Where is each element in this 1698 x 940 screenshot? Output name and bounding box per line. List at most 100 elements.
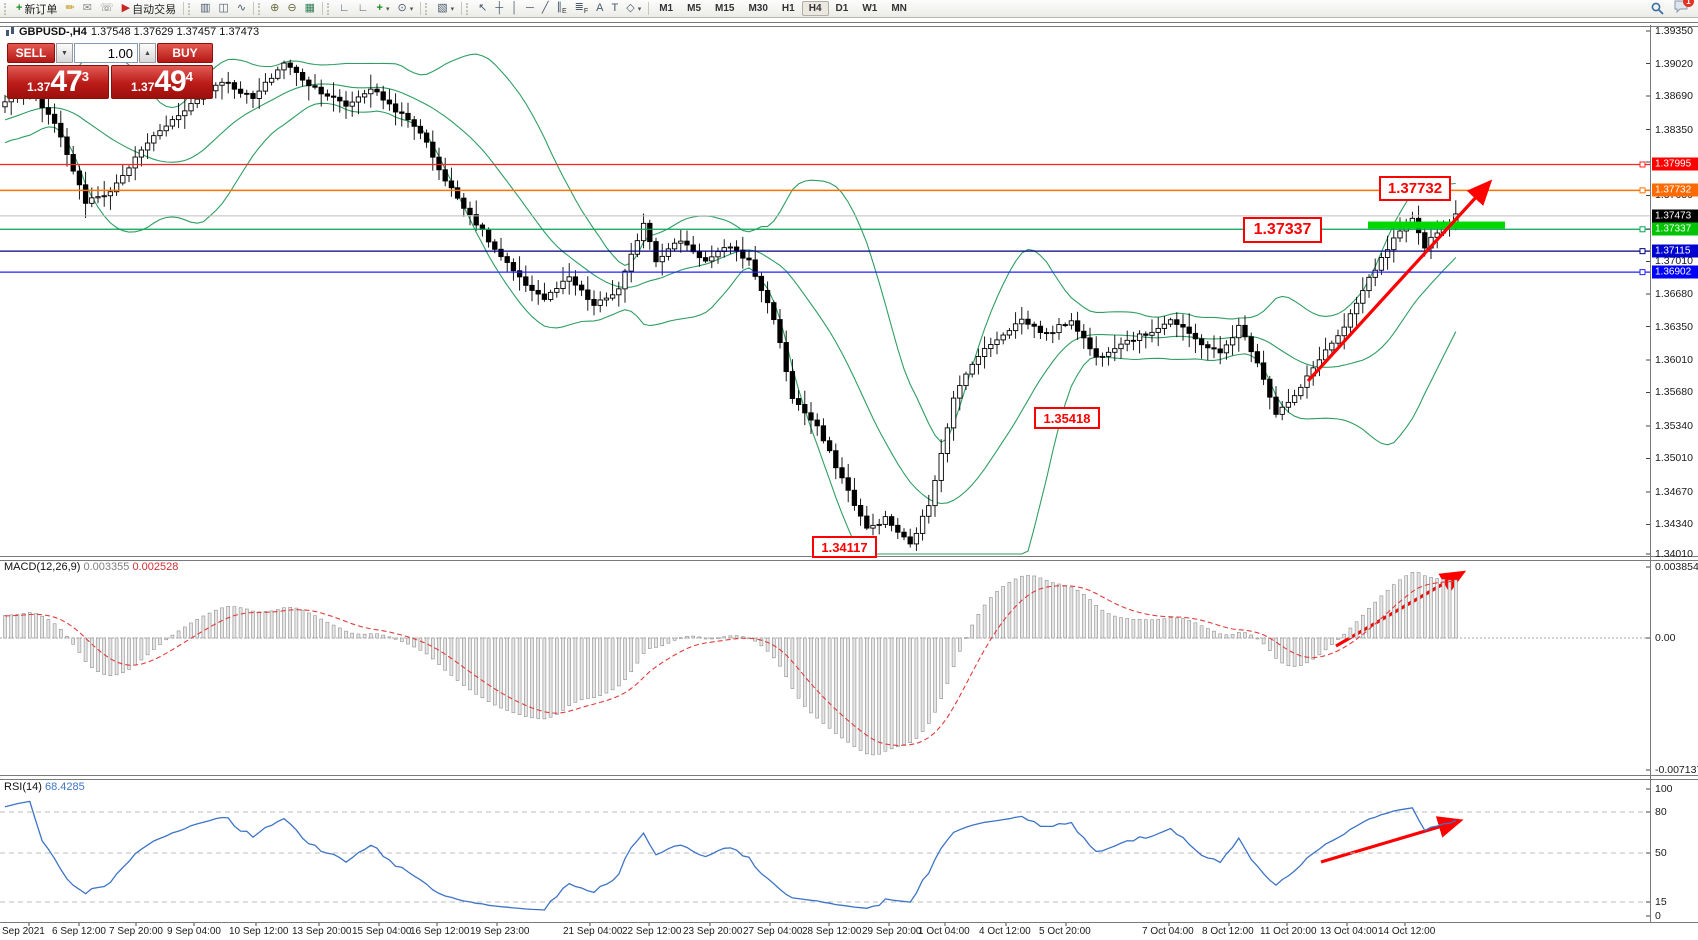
candle — [361, 93, 368, 98]
timeframe-D1[interactable]: D1 — [835, 3, 849, 14]
timeframe-H4[interactable]: H4 — [801, 1, 829, 16]
horizontal-line-button[interactable]: ─ — [522, 0, 538, 17]
candle — [1279, 406, 1285, 415]
buy-price-button[interactable]: 1.37 49 4 — [111, 65, 213, 99]
timeframe-H1[interactable]: H1 — [781, 3, 795, 14]
zoom-out-button[interactable]: ⊖ — [283, 0, 300, 17]
volume-input[interactable] — [74, 43, 138, 63]
trend-arrow-3[interactable] — [1320, 816, 1464, 864]
macd-bar — [778, 637, 782, 667]
support-zone[interactable] — [1368, 221, 1505, 229]
zoom-in-button[interactable]: ⊕ — [266, 0, 283, 17]
macd-bar — [294, 607, 299, 639]
cursor-button[interactable]: ↖ — [474, 0, 491, 17]
indicator-window-button[interactable]: ∟ — [335, 0, 354, 17]
volume-increase-button[interactable]: ▲ — [139, 43, 156, 63]
alerts-button[interactable]: ☏ — [96, 0, 118, 17]
timeframe-M5[interactable]: M5 — [687, 3, 702, 14]
candle — [950, 397, 957, 429]
new-order-button[interactable]: + 新订单 — [12, 0, 61, 17]
macd-bar — [127, 637, 131, 670]
price-annotation-1.37732[interactable]: 1.37732 — [1379, 176, 1451, 201]
chart-template-button[interactable]: ▧ ▾ — [433, 0, 458, 17]
sell-price-button[interactable]: 1.37 47 3 — [7, 65, 109, 99]
symbol-quotes: 1.37548 1.37629 1.37457 1.37473 — [90, 26, 260, 38]
macd-bar — [827, 637, 832, 729]
bar-chart-button[interactable]: ▥ — [196, 0, 214, 17]
candle — [182, 110, 188, 117]
candle — [1050, 332, 1056, 335]
crosshair-icon: ┼ — [495, 2, 504, 14]
buy-button[interactable]: BUY — [157, 43, 213, 63]
autotrading-button[interactable]: ▶ 自动交易 — [118, 0, 180, 17]
macd-bar — [282, 607, 286, 639]
candle — [138, 149, 145, 158]
fibonacci-button[interactable]: ≣F — [571, 0, 593, 17]
channel-button[interactable]: ∥E — [552, 0, 570, 17]
tile-windows-button[interactable]: ▦ — [301, 0, 319, 17]
timeframe-M30[interactable]: M30 — [748, 3, 768, 14]
candle — [399, 111, 405, 114]
candle — [1347, 313, 1354, 328]
macd-bar — [15, 613, 20, 639]
macd-bar — [716, 637, 720, 640]
candle — [1056, 324, 1062, 334]
macd-bar — [722, 636, 727, 639]
macd-bar — [300, 609, 305, 639]
rsi-separator[interactable] — [0, 775, 1698, 780]
macd-bar — [90, 637, 94, 668]
macd-bar — [133, 637, 137, 666]
styler-button[interactable]: ✏ — [61, 0, 78, 17]
macd-bar — [1385, 589, 1390, 639]
vertical-line-button[interactable]: │ — [507, 0, 522, 17]
macd-bar — [530, 637, 534, 719]
timeframe-M15[interactable]: M15 — [715, 3, 735, 14]
profile-button[interactable]: ✉ — [79, 0, 96, 17]
candle — [640, 222, 647, 242]
price-annotation-1.34117[interactable]: 1.34117 — [812, 536, 877, 558]
macd-bar — [406, 637, 410, 645]
dropdown-caret-icon: ▾ — [409, 5, 414, 13]
candle — [628, 253, 634, 272]
add-object-icon: + — [376, 2, 383, 14]
timeframe-W1[interactable]: W1 — [862, 3, 878, 14]
toolbar-grip — [4, 2, 9, 15]
candle — [306, 79, 312, 87]
price-annotation-1.37337[interactable]: 1.37337 — [1243, 217, 1322, 243]
timeframe-M1[interactable]: M1 — [659, 3, 674, 14]
zoom-out-icon: ⊖ — [287, 2, 297, 14]
timeframe-MN[interactable]: MN — [891, 3, 907, 14]
trendline-button[interactable]: ╱ — [538, 0, 553, 17]
candle — [281, 62, 287, 71]
price-annotation-1.35418[interactable]: 1.35418 — [1034, 407, 1100, 429]
macd-bar — [176, 630, 181, 639]
notifications-button[interactable]: 1 — [1674, 0, 1694, 18]
text-label-button[interactable]: T — [607, 0, 622, 17]
macd-bar — [381, 634, 386, 639]
add-object-button[interactable]: + ▾ — [373, 0, 394, 17]
candle — [839, 467, 845, 479]
candle — [392, 103, 399, 113]
volume-decrease-button[interactable]: ▼ — [56, 43, 73, 63]
macd-bar — [1336, 637, 1340, 640]
sell-button[interactable]: SELL — [7, 43, 55, 63]
data-window-button[interactable]: ∟ — [354, 0, 373, 17]
trend-arrow-1[interactable] — [1306, 179, 1493, 383]
crosshair-button[interactable]: ┼ — [491, 0, 507, 17]
macd-bar — [1100, 609, 1105, 639]
shapes-button[interactable]: ◇ ▾ — [622, 0, 645, 17]
line-chart-button[interactable]: ∿ — [233, 0, 250, 17]
macd-bar — [1175, 617, 1179, 639]
profile-icon: ✉ — [82, 2, 92, 14]
text-button[interactable]: A — [592, 0, 607, 17]
buy-price-pip: 4 — [185, 69, 193, 84]
candle — [888, 516, 895, 526]
search-icon[interactable] — [1651, 2, 1664, 15]
period-button[interactable]: ⊙ ▾ — [394, 0, 418, 17]
candle — [485, 229, 492, 243]
candle — [516, 270, 523, 278]
candlestick-chart-button[interactable]: ◫ — [215, 0, 233, 17]
macd-bar — [1429, 577, 1433, 639]
macd-bar — [331, 624, 336, 639]
